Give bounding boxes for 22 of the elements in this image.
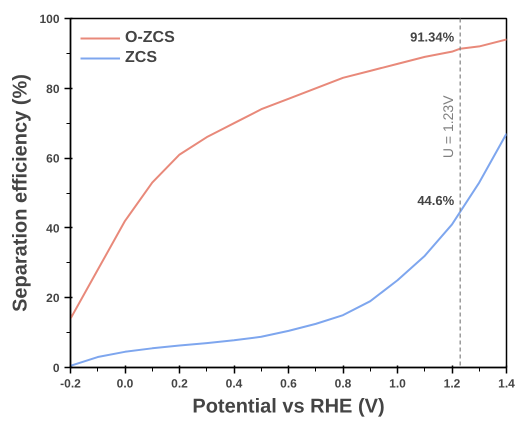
y-tick-label: 40 (46, 221, 60, 236)
y-tick-label: 80 (46, 82, 60, 96)
y-tick-label: 20 (46, 291, 60, 306)
x-tick-label: 0.4 (226, 376, 243, 390)
legend-label: O-ZCS (125, 29, 175, 47)
y-tick-label: 0 (52, 361, 60, 375)
x-tick-label: 1.2 (444, 376, 461, 390)
x-tick-label: 0.2 (171, 376, 188, 390)
y-axis-title: Separation efficiency (%) (9, 74, 32, 312)
x-tick-label: 0.0 (116, 376, 134, 390)
x-tick-label: 1.0 (389, 376, 406, 390)
x-tick-label: 0.8 (334, 376, 352, 390)
annotation: 44.6% (417, 192, 455, 208)
ref-line-label: U = 1.23V (440, 94, 456, 158)
y-tick-label: 60 (46, 152, 60, 166)
annotation: 91.34% (410, 30, 455, 45)
x-tick-label: -0.2 (60, 376, 82, 390)
legend-label: ZCS (125, 49, 157, 67)
x-tick-label: 1.4 (498, 376, 516, 390)
y-tick-label: 100 (39, 12, 60, 26)
x-tick-label: 0.6 (280, 376, 298, 390)
x-axis-title: Potential vs RHE (V) (192, 396, 385, 418)
